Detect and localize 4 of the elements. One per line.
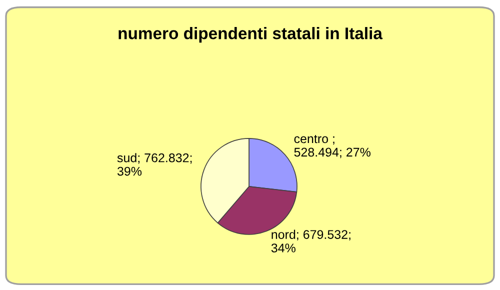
slice-label: nord; 679.532; 34% <box>271 230 350 252</box>
slice-label: centro ; 528.494; 27% <box>294 134 370 158</box>
chart-title: numero dipendenti statali in Italia <box>118 27 383 43</box>
slice-label: sud; 762.832; 39% <box>117 153 192 176</box>
